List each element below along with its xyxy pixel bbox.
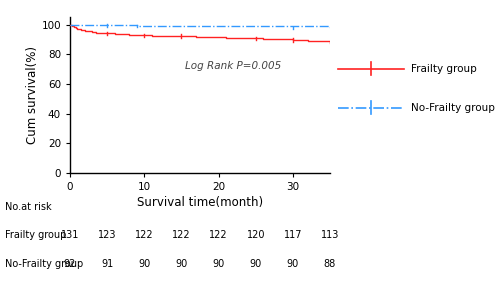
Text: No-Frailty group: No-Frailty group [411, 103, 495, 113]
Text: 91: 91 [101, 259, 114, 269]
X-axis label: Survival time(month): Survival time(month) [137, 196, 263, 209]
Text: 117: 117 [284, 230, 302, 240]
Text: 90: 90 [212, 259, 224, 269]
Text: 122: 122 [172, 230, 191, 240]
Text: 123: 123 [98, 230, 116, 240]
Text: Log Rank P=0.005: Log Rank P=0.005 [186, 61, 282, 71]
Y-axis label: Cum survival(%): Cum survival(%) [26, 46, 38, 144]
Text: Frailty group: Frailty group [5, 230, 66, 240]
Text: 88: 88 [324, 259, 336, 269]
Text: 90: 90 [176, 259, 188, 269]
Text: 90: 90 [250, 259, 262, 269]
Text: 113: 113 [321, 230, 339, 240]
Text: 120: 120 [246, 230, 265, 240]
Text: No.at risk: No.at risk [5, 202, 52, 212]
Text: Frailty group: Frailty group [411, 64, 476, 74]
Text: 92: 92 [64, 259, 76, 269]
Text: 90: 90 [286, 259, 299, 269]
Text: 122: 122 [210, 230, 228, 240]
Text: 122: 122 [135, 230, 154, 240]
Text: 131: 131 [61, 230, 79, 240]
Text: No-Frailty group: No-Frailty group [5, 259, 83, 269]
Text: 90: 90 [138, 259, 150, 269]
